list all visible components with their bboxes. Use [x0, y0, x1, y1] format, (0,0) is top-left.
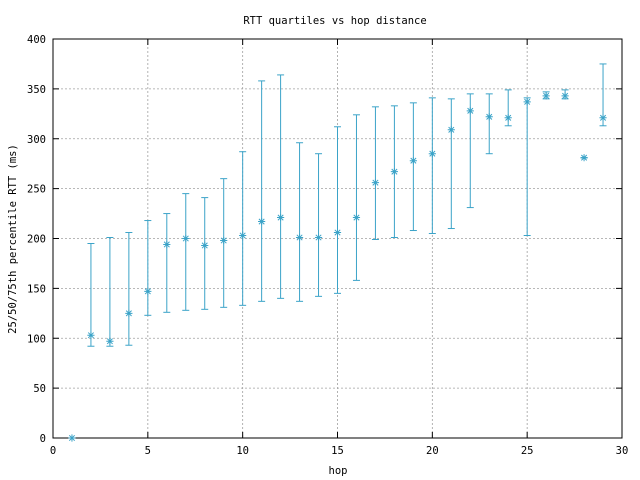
median-marker: [220, 236, 228, 245]
x-tick-label: 30: [616, 445, 629, 457]
data-point: [125, 232, 133, 346]
x-tick-label: 20: [426, 445, 439, 457]
data-point: [201, 197, 209, 310]
data-point: [580, 154, 588, 162]
y-tick-label: 250: [27, 184, 46, 196]
data-point: [599, 63, 607, 127]
median-marker: [447, 126, 455, 134]
data-point: [295, 142, 304, 302]
data-point: [144, 220, 152, 316]
median-marker: [182, 234, 190, 243]
median-marker: [428, 150, 436, 158]
median-marker: [68, 434, 76, 442]
median-marker: [144, 287, 152, 295]
data-point: [542, 91, 550, 100]
median-marker: [277, 213, 285, 222]
median-marker: [466, 107, 474, 115]
axes: 0 50 100 150 200 250 300 350 400 0 5 10 15 20 25 30: [27, 34, 628, 457]
data-points: [68, 63, 607, 442]
data-point: [504, 89, 512, 127]
median-marker: [295, 233, 304, 242]
data-point: [182, 193, 190, 311]
y-tick-label: 50: [33, 383, 46, 395]
y-tick-label: 300: [27, 134, 46, 146]
median-marker: [201, 241, 209, 250]
x-tick-label: 25: [521, 445, 534, 457]
x-tick-label: 0: [50, 445, 56, 457]
median-marker: [314, 233, 323, 242]
median-marker: [580, 154, 588, 162]
median-marker: [371, 179, 380, 187]
data-point: [409, 102, 417, 232]
data-point: [277, 74, 285, 299]
data-point: [523, 97, 531, 237]
data-point: [239, 151, 247, 306]
y-tick-label: 400: [27, 34, 46, 46]
data-point: [390, 105, 398, 239]
data-point: [314, 153, 323, 297]
median-marker: [599, 114, 607, 122]
median-marker: [542, 92, 550, 100]
median-marker: [485, 113, 493, 121]
data-point: [371, 106, 380, 240]
x-axis-label: hop: [329, 465, 348, 477]
median-marker: [258, 217, 266, 226]
y-tick-label: 0: [40, 433, 46, 445]
y-axis-label: 25/50/75th percentile RTT (ms): [7, 144, 19, 334]
data-point: [68, 434, 76, 442]
median-marker: [106, 337, 114, 345]
median-marker: [504, 114, 512, 122]
median-marker: [409, 157, 417, 165]
data-point: [258, 80, 266, 302]
y-tick-label: 350: [27, 84, 46, 96]
median-marker: [390, 168, 398, 176]
data-point: [428, 97, 436, 235]
chart-title: RTT quartiles vs hop distance: [243, 15, 426, 27]
median-marker: [239, 231, 247, 240]
median-marker: [333, 228, 342, 237]
median-marker: [561, 92, 569, 100]
median-marker: [523, 98, 531, 106]
data-point: [87, 242, 95, 347]
data-point: [333, 126, 342, 294]
data-point: [220, 178, 228, 308]
data-point: [106, 237, 114, 347]
median-marker: [125, 309, 133, 317]
median-marker: [87, 331, 95, 339]
median-marker: [163, 240, 171, 249]
x-tick-label: 10: [236, 445, 249, 457]
data-point: [163, 213, 171, 313]
data-point: [485, 93, 493, 155]
data-point: [352, 114, 361, 281]
x-tick-label: 5: [145, 445, 151, 457]
median-marker: [352, 213, 361, 222]
data-point: [466, 93, 474, 209]
y-tick-label: 150: [27, 283, 46, 295]
data-point: [561, 89, 569, 100]
x-tick-label: 15: [331, 445, 344, 457]
y-tick-label: 200: [27, 234, 46, 246]
y-tick-label: 100: [27, 333, 46, 345]
data-point: [447, 98, 455, 230]
